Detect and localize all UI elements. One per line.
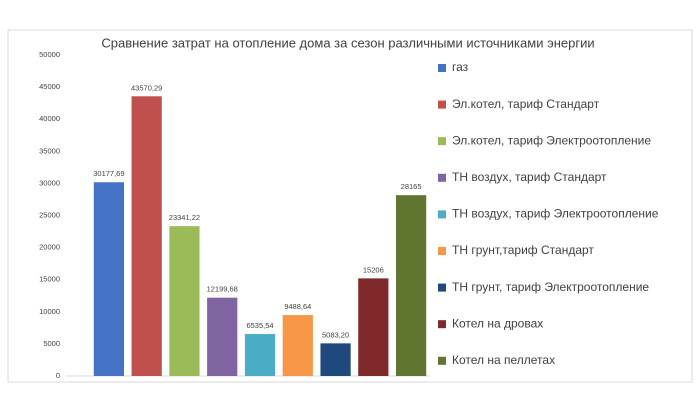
data-label: 30177,69 [93, 169, 124, 178]
legend-swatch [438, 100, 446, 109]
y-tick-label: 0 [56, 371, 60, 380]
y-tick-label: 5000 [43, 339, 60, 348]
data-label: 9488,64 [284, 302, 311, 311]
legend-swatch [438, 247, 446, 255]
legend-label: ТН воздух, тариф Стандарт [452, 170, 607, 184]
data-label: 23341,22 [169, 213, 200, 222]
y-tick-label: 45000 [39, 82, 60, 91]
y-tick-label: 50000 [39, 50, 60, 59]
bar [169, 226, 200, 376]
legend-label: Эл.котел, тариф Стандарт [452, 97, 600, 111]
data-label: 6535,54 [246, 321, 273, 330]
bar [396, 195, 427, 376]
legend-label: ТН грунт,тариф Стандарт [452, 243, 594, 257]
y-tick-label: 30000 [39, 178, 60, 187]
data-label: 43570,29 [131, 83, 162, 92]
data-label: 5083,20 [322, 330, 349, 339]
data-label: 15206 [363, 265, 384, 274]
legend-label: Эл.котел, тариф Электроотопление [452, 133, 651, 147]
y-tick-label: 25000 [39, 210, 60, 219]
y-tick-label: 20000 [39, 243, 60, 252]
legend-label: Котел на дровах [452, 316, 543, 330]
legend-swatch [438, 320, 446, 329]
y-tick-label: 10000 [39, 307, 60, 316]
data-label: 12199,68 [207, 285, 238, 294]
legend-swatch [438, 356, 446, 365]
y-tick-label: 40000 [39, 114, 60, 123]
bar [131, 96, 162, 376]
legend-swatch [438, 210, 446, 219]
legend-swatch [438, 173, 446, 182]
bar [207, 297, 238, 376]
y-tick-label: 35000 [39, 146, 60, 155]
legend-label: ТН грунт, тариф Электроотопление [452, 280, 649, 294]
bar [244, 334, 276, 376]
bar [358, 278, 389, 376]
bar [320, 343, 351, 376]
bar [93, 182, 124, 376]
legend-label: Котел на пеллетах [452, 353, 555, 367]
bar [282, 315, 313, 376]
legend-swatch [438, 137, 446, 146]
legend-label: газ [452, 60, 469, 74]
legend-swatch [438, 283, 446, 292]
legend-swatch [438, 64, 446, 72]
y-tick-label: 15000 [39, 275, 60, 284]
legend-label: ТН воздух, тариф Электроотопление [452, 207, 659, 221]
data-label: 28165 [401, 182, 422, 191]
chart-title: Сравнение затрат на отопление дома за се… [101, 35, 594, 50]
